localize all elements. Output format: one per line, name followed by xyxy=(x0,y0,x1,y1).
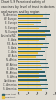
Bar xyxy=(18,26,46,28)
Bar xyxy=(18,71,44,73)
Bar xyxy=(18,67,48,68)
Bar xyxy=(18,88,47,89)
Bar xyxy=(18,89,41,91)
Bar xyxy=(18,20,40,21)
Bar xyxy=(18,44,43,45)
Bar xyxy=(18,15,43,17)
Bar xyxy=(18,47,47,48)
Bar xyxy=(18,51,44,52)
Bar xyxy=(18,77,38,78)
Bar xyxy=(18,81,40,82)
Bar xyxy=(18,43,48,44)
Bar xyxy=(18,36,45,37)
Bar xyxy=(18,24,33,25)
Bar xyxy=(18,30,50,32)
Bar xyxy=(18,18,48,19)
Bar xyxy=(18,55,43,56)
Legend: High trust, Low trust: High trust, Low trust xyxy=(2,94,16,98)
Bar xyxy=(18,63,47,64)
Bar xyxy=(18,14,49,15)
Bar xyxy=(18,34,50,36)
Bar xyxy=(18,52,37,54)
Bar xyxy=(18,40,38,41)
Bar xyxy=(18,56,35,58)
Bar xyxy=(18,32,44,33)
Bar xyxy=(18,60,39,62)
Bar xyxy=(18,38,45,40)
Bar xyxy=(18,48,40,50)
Bar xyxy=(18,59,46,60)
Bar xyxy=(18,84,47,85)
Bar xyxy=(18,69,42,70)
Bar xyxy=(18,85,40,86)
Bar xyxy=(18,65,40,66)
Bar xyxy=(18,80,46,81)
Bar xyxy=(18,28,38,29)
Text: Chart 5.9 Perceived safety of vaccines by level of trust in doctors and nurses a: Chart 5.9 Perceived safety of vaccines b… xyxy=(1,0,53,14)
Bar xyxy=(18,22,40,23)
Bar xyxy=(18,75,45,77)
Bar xyxy=(18,73,38,74)
